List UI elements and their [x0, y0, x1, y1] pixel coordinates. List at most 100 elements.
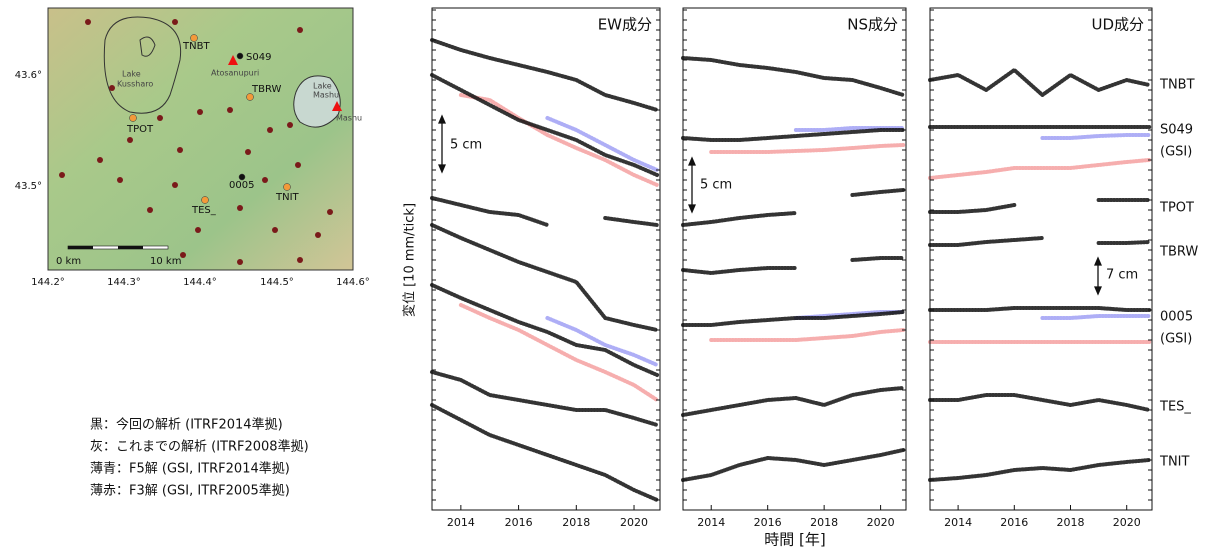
place-label: Mashu [313, 91, 339, 100]
x-tick-label: 2014 [944, 516, 972, 529]
panel-title: NS成分 [847, 16, 898, 34]
scale-label: 7 cm [1106, 268, 1138, 283]
station-label: TPOT [126, 124, 154, 135]
series-trace [928, 158, 1152, 180]
station-labels: TNBT S049 (GSI) TPOT TBRW 0005 (GSI) TES… [1159, 78, 1198, 470]
x-tick-label: 2016 [754, 516, 782, 529]
lon-tick-label: 144.6° [336, 277, 370, 288]
x-tick-label: 2020 [620, 516, 648, 529]
series-trace [928, 68, 1152, 97]
series-trace [681, 256, 906, 275]
scale-label: 5 cm [450, 138, 482, 153]
station-label: 0005 [229, 180, 254, 191]
series-trace [928, 306, 1152, 312]
x-axis-label: 時間 [年] [764, 531, 825, 549]
lake-outline [293, 75, 341, 128]
station-label: S049 [1160, 123, 1193, 138]
x-tick-label: 2016 [1000, 516, 1028, 529]
series-trace [928, 236, 1152, 247]
station-label: TNBT [1159, 78, 1195, 93]
lon-tick-label: 144.5° [260, 277, 294, 288]
x-tick-label: 2014 [697, 516, 725, 529]
series-trace [1040, 314, 1152, 320]
station-label: TNIT [1159, 455, 1189, 470]
series-trace [430, 223, 660, 332]
legend-entry: 薄赤：F3解 (GSI, ITRF2005準拠) [90, 483, 290, 499]
place-label: Mashu [336, 114, 362, 123]
panel-frame [431, 7, 661, 511]
series-trace [681, 56, 906, 97]
place-label: Lake [122, 70, 141, 79]
map: TNBT S049 TBRW TPOT 0005 TES_ TNIT Lake … [15, 7, 370, 288]
scale-label: 5 cm [700, 178, 732, 193]
station-label: TBRW [1159, 245, 1198, 260]
volcano [332, 101, 342, 111]
series-trace [681, 386, 906, 417]
panel-title: EW成分 [598, 16, 652, 34]
place-label: Atosanupuri [211, 69, 259, 78]
place-label: Kussharo [117, 80, 153, 89]
series-trace [928, 198, 1152, 214]
scale-bar [67, 245, 169, 250]
legend-entry: 灰：これまでの解析 (ITRF2008準拠) [90, 439, 309, 455]
lon-tick-label: 144.2° [31, 277, 65, 288]
station-label: (GSI) [1160, 145, 1192, 160]
series-trace [545, 316, 660, 367]
station-label: TNBT [182, 41, 210, 52]
lon-tick-label: 144.3° [107, 277, 141, 288]
scale-label: 0 km [56, 256, 81, 267]
series-trace [709, 328, 906, 342]
series-trace [430, 73, 660, 177]
station-label: 0005 [1160, 310, 1193, 325]
series-trace [681, 448, 906, 482]
series-trace [430, 403, 660, 502]
place-label: Lake [313, 82, 332, 91]
station-label: TES_ [191, 205, 217, 216]
station-label: TNIT [275, 192, 300, 203]
lat-tick-label: 43.5° [15, 181, 42, 192]
scale-label: 10 km [150, 256, 181, 267]
series-trace [709, 143, 906, 154]
series-layer [430, 38, 1152, 502]
station-label: TES_ [1159, 400, 1191, 415]
panel-frame [682, 7, 907, 511]
series-trace [458, 303, 660, 402]
lake-outline [103, 16, 182, 114]
series-trace [681, 188, 906, 227]
series-trace [458, 93, 660, 187]
x-tick-label: 2018 [562, 516, 590, 529]
station-label: TBRW [251, 84, 282, 95]
x-tick-label: 2020 [867, 516, 895, 529]
series-trace [430, 196, 660, 227]
x-tick-label: 2014 [447, 516, 475, 529]
series-trace [430, 38, 660, 112]
scale-arrows [438, 114, 1102, 296]
x-tick-label: 2020 [1113, 516, 1141, 529]
legend: 黒：今回の解析 (ITRF2014準拠) 灰：これまでの解析 (ITRF2008… [90, 417, 309, 499]
panel-title: UD成分 [1091, 16, 1144, 34]
volcano [228, 55, 238, 65]
station-label: TPOT [1159, 201, 1194, 216]
lon-tick-label: 144.4° [183, 277, 217, 288]
y-axis-label: 変位 [10 mm/tick] [402, 203, 418, 317]
island [139, 36, 156, 57]
lat-tick-label: 43.6° [15, 70, 42, 81]
series-trace [430, 370, 660, 427]
series-trace [793, 126, 906, 132]
series-trace [545, 116, 660, 172]
legend-entry: 黒：今回の解析 (ITRF2014準拠) [90, 417, 283, 433]
series-trace [1040, 133, 1152, 140]
map-frame [47, 7, 354, 271]
series-trace [430, 283, 660, 377]
series-trace [928, 458, 1152, 482]
panel-frame [929, 7, 1153, 511]
station-label: (GSI) [1160, 332, 1192, 347]
legend-entry: 薄青：F5解 (GSI, ITRF2014準拠) [90, 461, 290, 477]
x-tick-label: 2016 [505, 516, 533, 529]
series-trace [681, 128, 906, 142]
series-trace [928, 393, 1152, 412]
series-trace [681, 310, 906, 327]
x-tick-label: 2018 [1057, 516, 1085, 529]
station-label: S049 [246, 52, 271, 63]
